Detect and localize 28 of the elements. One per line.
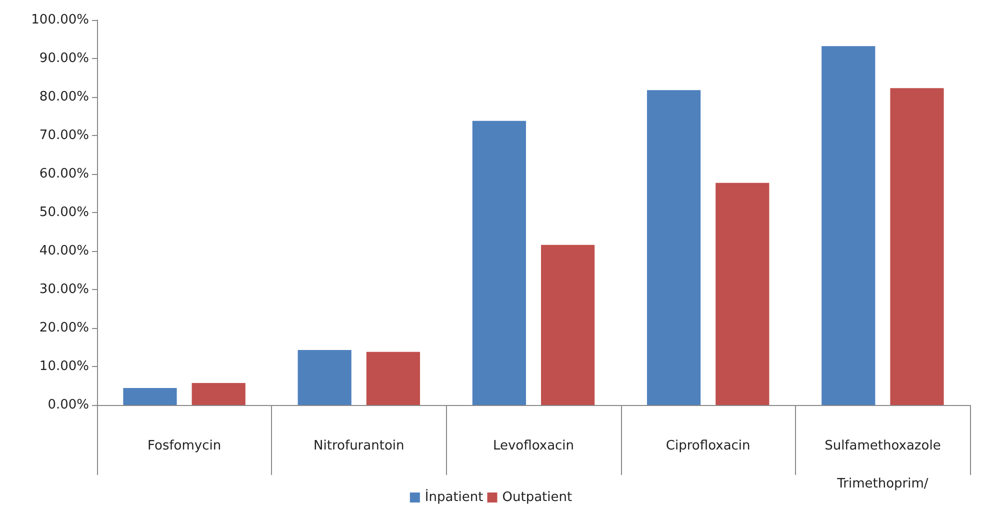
bar (366, 352, 420, 405)
bar (541, 244, 595, 405)
x-tick-label: Ciprofloxacin (666, 438, 750, 454)
bar (716, 182, 770, 405)
x-tick-label: Levofloxacin (492, 438, 574, 454)
bar (123, 388, 177, 405)
bar (890, 88, 944, 405)
y-tick-label: 30.00% (39, 282, 89, 297)
y-tick-label: 60.00% (39, 166, 89, 182)
x-tick-label: Nitrofurantoin (314, 438, 404, 454)
x-tick-label: Fosfomycin (147, 438, 222, 454)
y-tick-label: 100.00% (31, 12, 89, 28)
bar (646, 90, 701, 405)
category-label: Sulfamethoxazole Trimethoprim/ (824, 438, 941, 492)
y-tick-label: 0.00% (48, 398, 89, 412)
y-tick-label: 40.00% (39, 244, 89, 258)
legend-label: İnpatient (424, 489, 484, 505)
y-tick-label: 80.00% (39, 90, 89, 104)
y-tick-label: 70.00% (39, 128, 89, 143)
bar (822, 46, 876, 405)
y-tick-label: 10.00% (39, 359, 89, 374)
bar (192, 383, 246, 405)
y-tick-label: 20.00% (39, 320, 89, 336)
bar (472, 120, 526, 405)
y-tick-label: 50.00% (39, 205, 89, 220)
bar (298, 350, 352, 405)
y-tick-label: 90.00% (39, 51, 89, 66)
legend-label: Outpatient (502, 490, 572, 505)
